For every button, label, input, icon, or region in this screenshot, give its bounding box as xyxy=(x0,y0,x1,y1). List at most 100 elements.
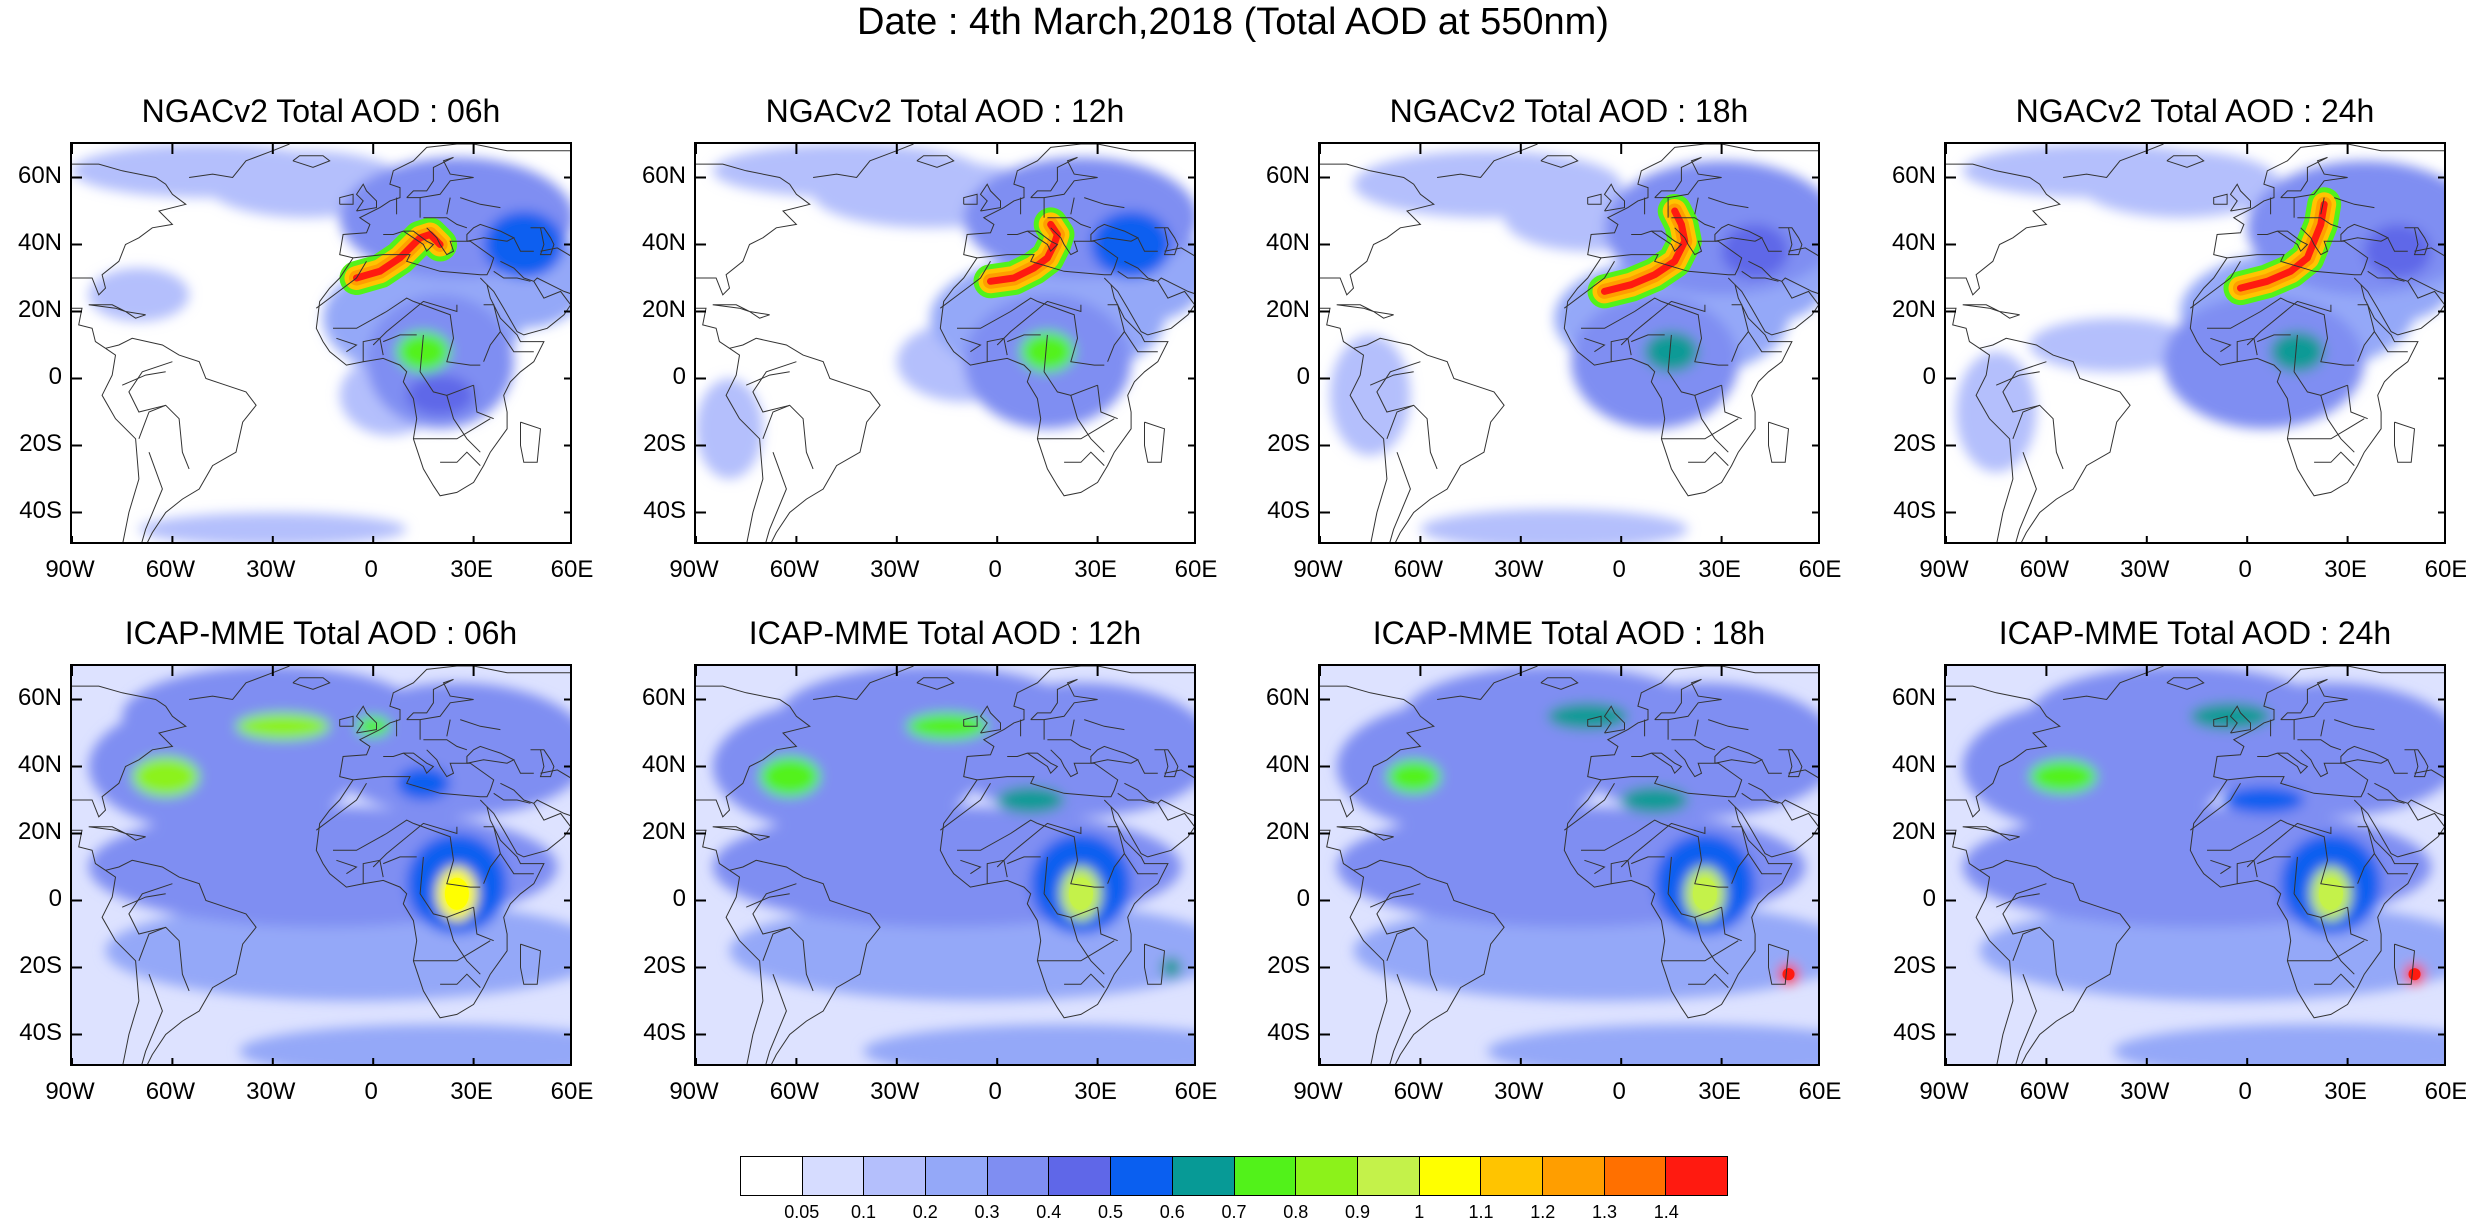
boundary-line xyxy=(979,183,1001,212)
panel-title: NGACv2 Total AOD : 06h xyxy=(141,93,501,129)
axis-ticks xyxy=(72,666,570,1064)
boundary-line xyxy=(460,719,501,731)
boundary-line xyxy=(2257,334,2291,343)
colorbar-label: 0.05 xyxy=(784,1202,820,1222)
boundary-line xyxy=(1996,371,2040,386)
boundary-line xyxy=(1047,217,1092,229)
map-panel xyxy=(1944,142,2446,544)
boundary-line xyxy=(499,853,534,875)
boundary-line xyxy=(1610,337,1632,362)
lon-label: 30W xyxy=(246,1078,296,1105)
lat-label: 0 xyxy=(48,362,62,390)
aod-hotspot xyxy=(1692,877,1717,910)
boundary-line xyxy=(316,783,367,831)
boundary-line xyxy=(72,685,187,818)
boundary-line xyxy=(2189,227,2419,497)
boundary-line xyxy=(725,859,881,1064)
lon-label: 60W xyxy=(1393,1078,1444,1105)
boundary-line xyxy=(1714,223,1763,242)
boundary-line xyxy=(746,893,790,908)
aod-map xyxy=(1320,666,1818,1064)
boundary-line xyxy=(1778,749,1803,778)
lon-label: 0 xyxy=(988,556,1002,583)
boundary-line xyxy=(2063,666,2164,701)
boundary-line xyxy=(101,337,257,542)
boundary-line xyxy=(540,769,570,779)
lat-label: 60N xyxy=(1265,683,1310,711)
colorbar-label: 1.2 xyxy=(1530,1202,1556,1222)
boundary-line xyxy=(696,163,811,296)
boundary-line xyxy=(1373,311,1394,319)
boundary-line xyxy=(1661,822,1729,888)
boundary-line xyxy=(813,144,914,179)
boundary-line xyxy=(1110,277,1194,336)
lon-label: 30E xyxy=(450,1078,493,1105)
boundary-line xyxy=(316,261,367,309)
colorbar-segment xyxy=(1111,1157,1173,1195)
aod-hotspot xyxy=(1068,877,1093,910)
boundary-line xyxy=(1721,907,1742,942)
lon-label: 30W xyxy=(2120,556,2170,583)
lon-label: 90W xyxy=(1293,1078,1343,1105)
boundary-line xyxy=(1620,300,1706,346)
boundary-line xyxy=(2287,822,2355,888)
boundary-line xyxy=(413,940,491,962)
boundary-line xyxy=(1164,769,1194,779)
boundary-line xyxy=(128,883,173,935)
map-panel xyxy=(70,664,572,1066)
boundary-line xyxy=(473,385,494,420)
boundary-line xyxy=(1110,799,1194,858)
boundary-line xyxy=(2334,719,2375,731)
lon-label: 90W xyxy=(1919,1078,1969,1105)
boundary-line xyxy=(419,856,474,918)
axis-ticks xyxy=(1946,144,2444,542)
lon-label: 0 xyxy=(364,556,378,583)
boundary-line xyxy=(1007,334,1041,343)
boundary-line xyxy=(499,331,534,353)
lon-label: 0 xyxy=(2238,556,2252,583)
boundary-line xyxy=(1370,371,1414,386)
dust-plume xyxy=(2237,200,2328,292)
boundary-line xyxy=(383,334,417,343)
boundary-line xyxy=(2257,230,2309,253)
axis-ticks xyxy=(696,666,1194,1064)
aod-map xyxy=(1320,144,1818,542)
boundary-line xyxy=(2314,451,2355,466)
boundary-line xyxy=(1084,197,1125,209)
aod-patch xyxy=(396,766,451,800)
boundary-line xyxy=(1694,917,1729,975)
boundary-line xyxy=(1788,769,1818,779)
lat-label: 20S xyxy=(19,951,62,979)
boundary-line xyxy=(355,183,377,212)
lon-label: 30E xyxy=(1074,556,1117,583)
boundary-line xyxy=(1667,334,1722,396)
lon-label: 0 xyxy=(2238,1078,2252,1105)
boundary-line xyxy=(1741,792,1779,804)
axis-ticks xyxy=(1320,666,1818,1064)
boundary-line xyxy=(1084,719,1125,731)
boundary-line xyxy=(2190,261,2241,309)
lon-label: 90W xyxy=(669,556,719,583)
boundary-line xyxy=(1581,297,1662,329)
boundary-line xyxy=(2213,715,2228,727)
boundary-line xyxy=(1631,230,1683,253)
boundary-line xyxy=(383,230,435,253)
boundary-line xyxy=(1090,745,1139,764)
boundary-line xyxy=(1376,883,1421,935)
aod-map xyxy=(72,144,570,542)
boundary-line xyxy=(765,974,787,1064)
boundary-line xyxy=(2360,277,2444,336)
dust-plume xyxy=(1601,207,1689,295)
boundary-line xyxy=(2189,749,2419,1019)
boundary-line xyxy=(383,752,435,775)
boundary-line xyxy=(2207,819,2288,851)
colorbar-segment xyxy=(864,1157,927,1195)
boundary-line xyxy=(1603,183,1625,212)
boundary-line xyxy=(1747,331,1782,353)
boundary-line xyxy=(725,337,881,542)
aod-patch xyxy=(1386,759,1441,794)
boundary-line xyxy=(486,799,570,858)
colorbar-label: 0.4 xyxy=(1036,1202,1062,1222)
boundary-line xyxy=(2404,227,2429,256)
map-panel xyxy=(694,142,1196,544)
